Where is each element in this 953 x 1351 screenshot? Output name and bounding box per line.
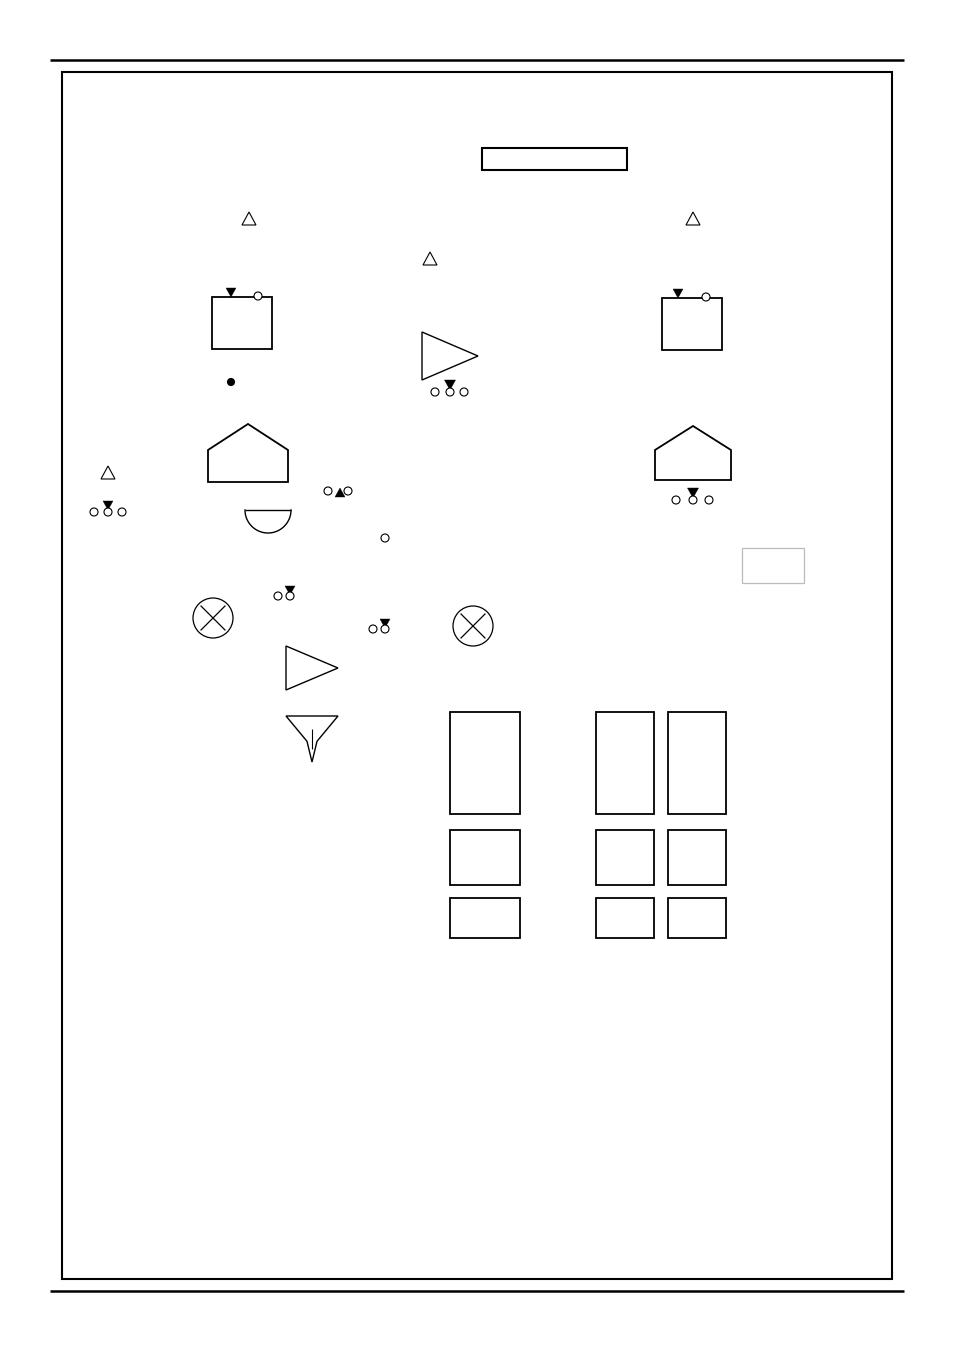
Circle shape [324, 486, 332, 494]
Bar [596, 712, 654, 815]
Circle shape [459, 388, 468, 396]
Circle shape [369, 626, 376, 634]
Circle shape [118, 508, 126, 516]
Polygon shape [685, 212, 700, 226]
Polygon shape [103, 501, 112, 509]
Circle shape [688, 496, 697, 504]
Circle shape [344, 486, 352, 494]
Circle shape [453, 607, 493, 646]
Polygon shape [687, 488, 698, 499]
Polygon shape [421, 332, 477, 380]
Bar [667, 712, 725, 815]
Circle shape [380, 534, 389, 542]
Polygon shape [673, 289, 682, 299]
Polygon shape [286, 716, 337, 762]
Circle shape [274, 592, 282, 600]
Circle shape [671, 496, 679, 504]
Bar [450, 712, 519, 815]
Polygon shape [226, 288, 235, 297]
Circle shape [104, 508, 112, 516]
Polygon shape [208, 424, 288, 482]
Polygon shape [422, 253, 436, 265]
Polygon shape [242, 212, 255, 226]
Circle shape [286, 592, 294, 600]
Bar [667, 898, 725, 938]
Polygon shape [286, 646, 337, 690]
Bar [212, 297, 272, 349]
Polygon shape [285, 586, 294, 594]
Polygon shape [655, 426, 730, 480]
Bar [481, 149, 626, 170]
Circle shape [227, 378, 234, 385]
Circle shape [704, 496, 712, 504]
Bar [62, 72, 891, 1279]
Polygon shape [335, 488, 345, 497]
Circle shape [701, 293, 709, 301]
Circle shape [431, 388, 438, 396]
Bar [667, 830, 725, 885]
Bar [596, 898, 654, 938]
Circle shape [253, 292, 262, 300]
Circle shape [380, 626, 389, 634]
Bar [741, 549, 803, 584]
Bar [596, 830, 654, 885]
Polygon shape [101, 466, 115, 480]
Bar [450, 898, 519, 938]
Circle shape [446, 388, 454, 396]
Circle shape [193, 598, 233, 638]
Polygon shape [444, 380, 455, 390]
Circle shape [90, 508, 98, 516]
Bar [450, 830, 519, 885]
Bar [661, 299, 721, 350]
Polygon shape [379, 619, 390, 628]
